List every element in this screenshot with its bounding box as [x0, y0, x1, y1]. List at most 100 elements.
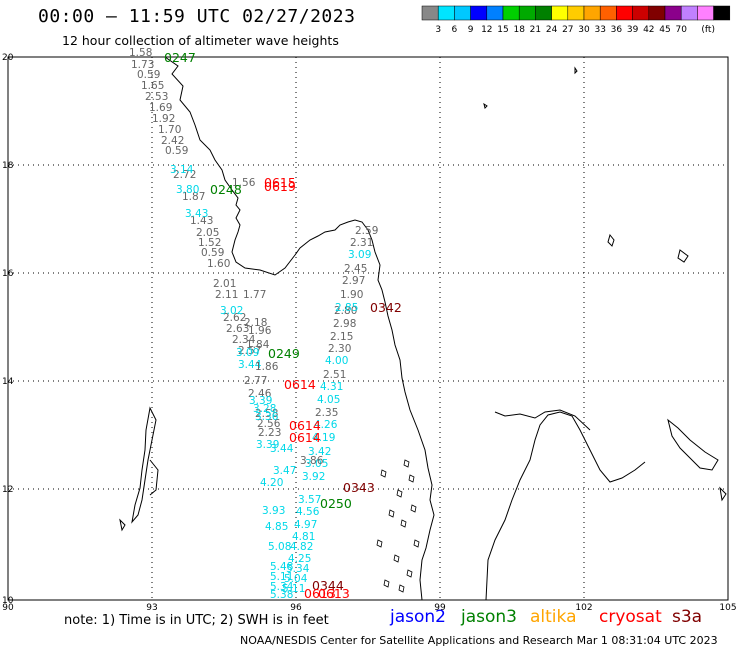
pass-time-label: 0615 — [264, 175, 296, 190]
swh-value-cyan: 3.39 — [249, 395, 272, 407]
wave-height-map: 90 93 96 99 102 1052018161412101.581.730.591.… — [2, 47, 737, 610]
longitude-label: 102 — [575, 603, 592, 610]
pass-time-label: 0250 — [320, 496, 352, 511]
coastline — [483, 102, 488, 109]
swh-value-gray: 2.51 — [323, 369, 346, 381]
scale-tick-label: 21 — [530, 25, 541, 35]
swh-value-gray: 2.31 — [350, 237, 373, 249]
swh-value-gray: 0.59 — [165, 145, 188, 157]
swh-value-cyan: 3.57 — [298, 494, 321, 506]
swh-value-cyan: 4.20 — [260, 477, 283, 489]
swh-value-gray: 2.80 — [334, 305, 357, 317]
scale-tick-label: 27 — [562, 25, 573, 35]
swh-value-gray: 2.30 — [328, 343, 351, 355]
swh-value-cyan: 5.48 — [270, 561, 293, 573]
swh-value-gray: 1.77 — [243, 289, 266, 301]
pass-time-label: 0614 — [289, 430, 321, 445]
satellite-cryosat: cryosat — [599, 607, 662, 627]
island — [406, 569, 413, 578]
swh-value-gray: 2.18 — [244, 317, 267, 329]
swh-value-gray: 3.86 — [300, 455, 324, 467]
credit-line: NOAA/NESDIS Center for Satellite Applica… — [240, 634, 718, 647]
island — [388, 509, 395, 518]
swh-value-cyan: 5.11 — [270, 571, 293, 583]
map-frame — [7, 56, 729, 601]
color-swatch — [713, 5, 731, 21]
swh-value-gray: 2.46 — [248, 388, 272, 400]
coastline — [131, 406, 157, 524]
swh-value-cyan: 3.36 — [255, 411, 279, 423]
swh-value-gray: 1.86 — [255, 361, 279, 373]
footer-note: note: 1) Time is in UTC; 2) SWH is in fe… — [64, 613, 329, 628]
pass-time-label: 0248 — [210, 182, 242, 197]
pass-time-label: 0614 — [289, 418, 321, 433]
longitude-label: 96 — [290, 603, 302, 610]
swh-value-gray: 2.11 — [215, 289, 238, 301]
swh-value-cyan: 5.11 — [282, 583, 305, 595]
swh-value-gray: 1.60 — [207, 258, 230, 270]
swh-value-cyan: 4.97 — [294, 519, 317, 531]
island — [380, 469, 387, 478]
island — [400, 519, 407, 528]
longitude-label: 99 — [434, 603, 446, 610]
coastline — [164, 56, 435, 601]
swh-value-gray: 2.58 — [255, 408, 278, 420]
coastline — [485, 411, 646, 601]
scale-tick-label: 39 — [627, 25, 639, 35]
swh-value-cyan: 4.19 — [312, 432, 335, 444]
island — [383, 579, 390, 588]
page-title: 00:00 – 11:59 UTC 02/27/2023 — [38, 6, 356, 27]
island — [398, 584, 405, 593]
latitude-label: 20 — [2, 53, 14, 63]
swh-value-gray: 1.56 — [232, 177, 256, 189]
island — [403, 459, 410, 468]
coastline — [119, 518, 126, 532]
satellite-altika: altika — [530, 607, 577, 627]
island — [408, 474, 415, 483]
coastline — [574, 66, 578, 75]
island — [396, 489, 403, 498]
scale-tick-label: 15 — [497, 25, 508, 35]
scale-tick-label: 9 — [468, 25, 474, 35]
swh-value-gray: 1.52 — [198, 237, 221, 249]
scale-tick-label: 36 — [611, 25, 623, 35]
coastline — [667, 418, 719, 471]
swh-value-cyan: 5.34 — [286, 563, 310, 575]
satellite-jason3: jason3 — [461, 607, 517, 627]
coastline — [149, 459, 159, 496]
scale-tick-label: 12 — [481, 25, 492, 35]
swh-value-cyan: 3.42 — [308, 446, 331, 458]
swh-value-cyan: 4.85 — [265, 521, 288, 533]
swh-value-cyan: 3.09 — [348, 249, 371, 261]
swh-value-cyan: 3.47 — [273, 465, 296, 477]
scale-tick-label: 6 — [452, 25, 458, 35]
swh-value-gray: 2.98 — [333, 318, 356, 330]
swh-value-cyan: 3.44 — [238, 359, 262, 371]
pass-time-label: 0613 — [304, 586, 336, 601]
satellite-s3a: s3a — [672, 607, 703, 627]
swh-value-cyan: 3.14 — [170, 164, 194, 176]
swh-value-gray: 2.62 — [223, 312, 246, 324]
swh-value-cyan: 3.28 — [253, 403, 276, 415]
swh-value-gray: 1.87 — [182, 191, 205, 203]
coastline — [607, 233, 615, 247]
swh-value-cyan: 3.39 — [256, 439, 279, 451]
latitude-label: 12 — [2, 485, 13, 495]
swh-value-cyan: 3.09 — [236, 347, 259, 359]
island — [393, 554, 400, 563]
latitude-label: 10 — [2, 596, 14, 606]
coastline — [719, 486, 727, 502]
pass-time-label: 0343 — [343, 480, 375, 495]
page-subtitle: 12 hour collection of altimeter wave hei… — [62, 33, 339, 48]
swh-value-cyan: 3.93 — [262, 505, 285, 517]
island — [376, 539, 383, 548]
swh-value-cyan: 4.26 — [314, 419, 338, 431]
swh-value-cyan: 3.92 — [302, 471, 325, 483]
latitude-label: 16 — [2, 269, 14, 279]
swh-value-cyan: 3.43 — [185, 208, 208, 220]
swh-value-gray: 2.56 — [257, 418, 281, 430]
swh-value-cyan: 2.85 — [335, 302, 358, 314]
swh-value-gray: 2.77 — [244, 375, 267, 387]
swh-value-gray: 1.58 — [129, 47, 152, 59]
pass-time-label: 0613 — [318, 586, 350, 601]
